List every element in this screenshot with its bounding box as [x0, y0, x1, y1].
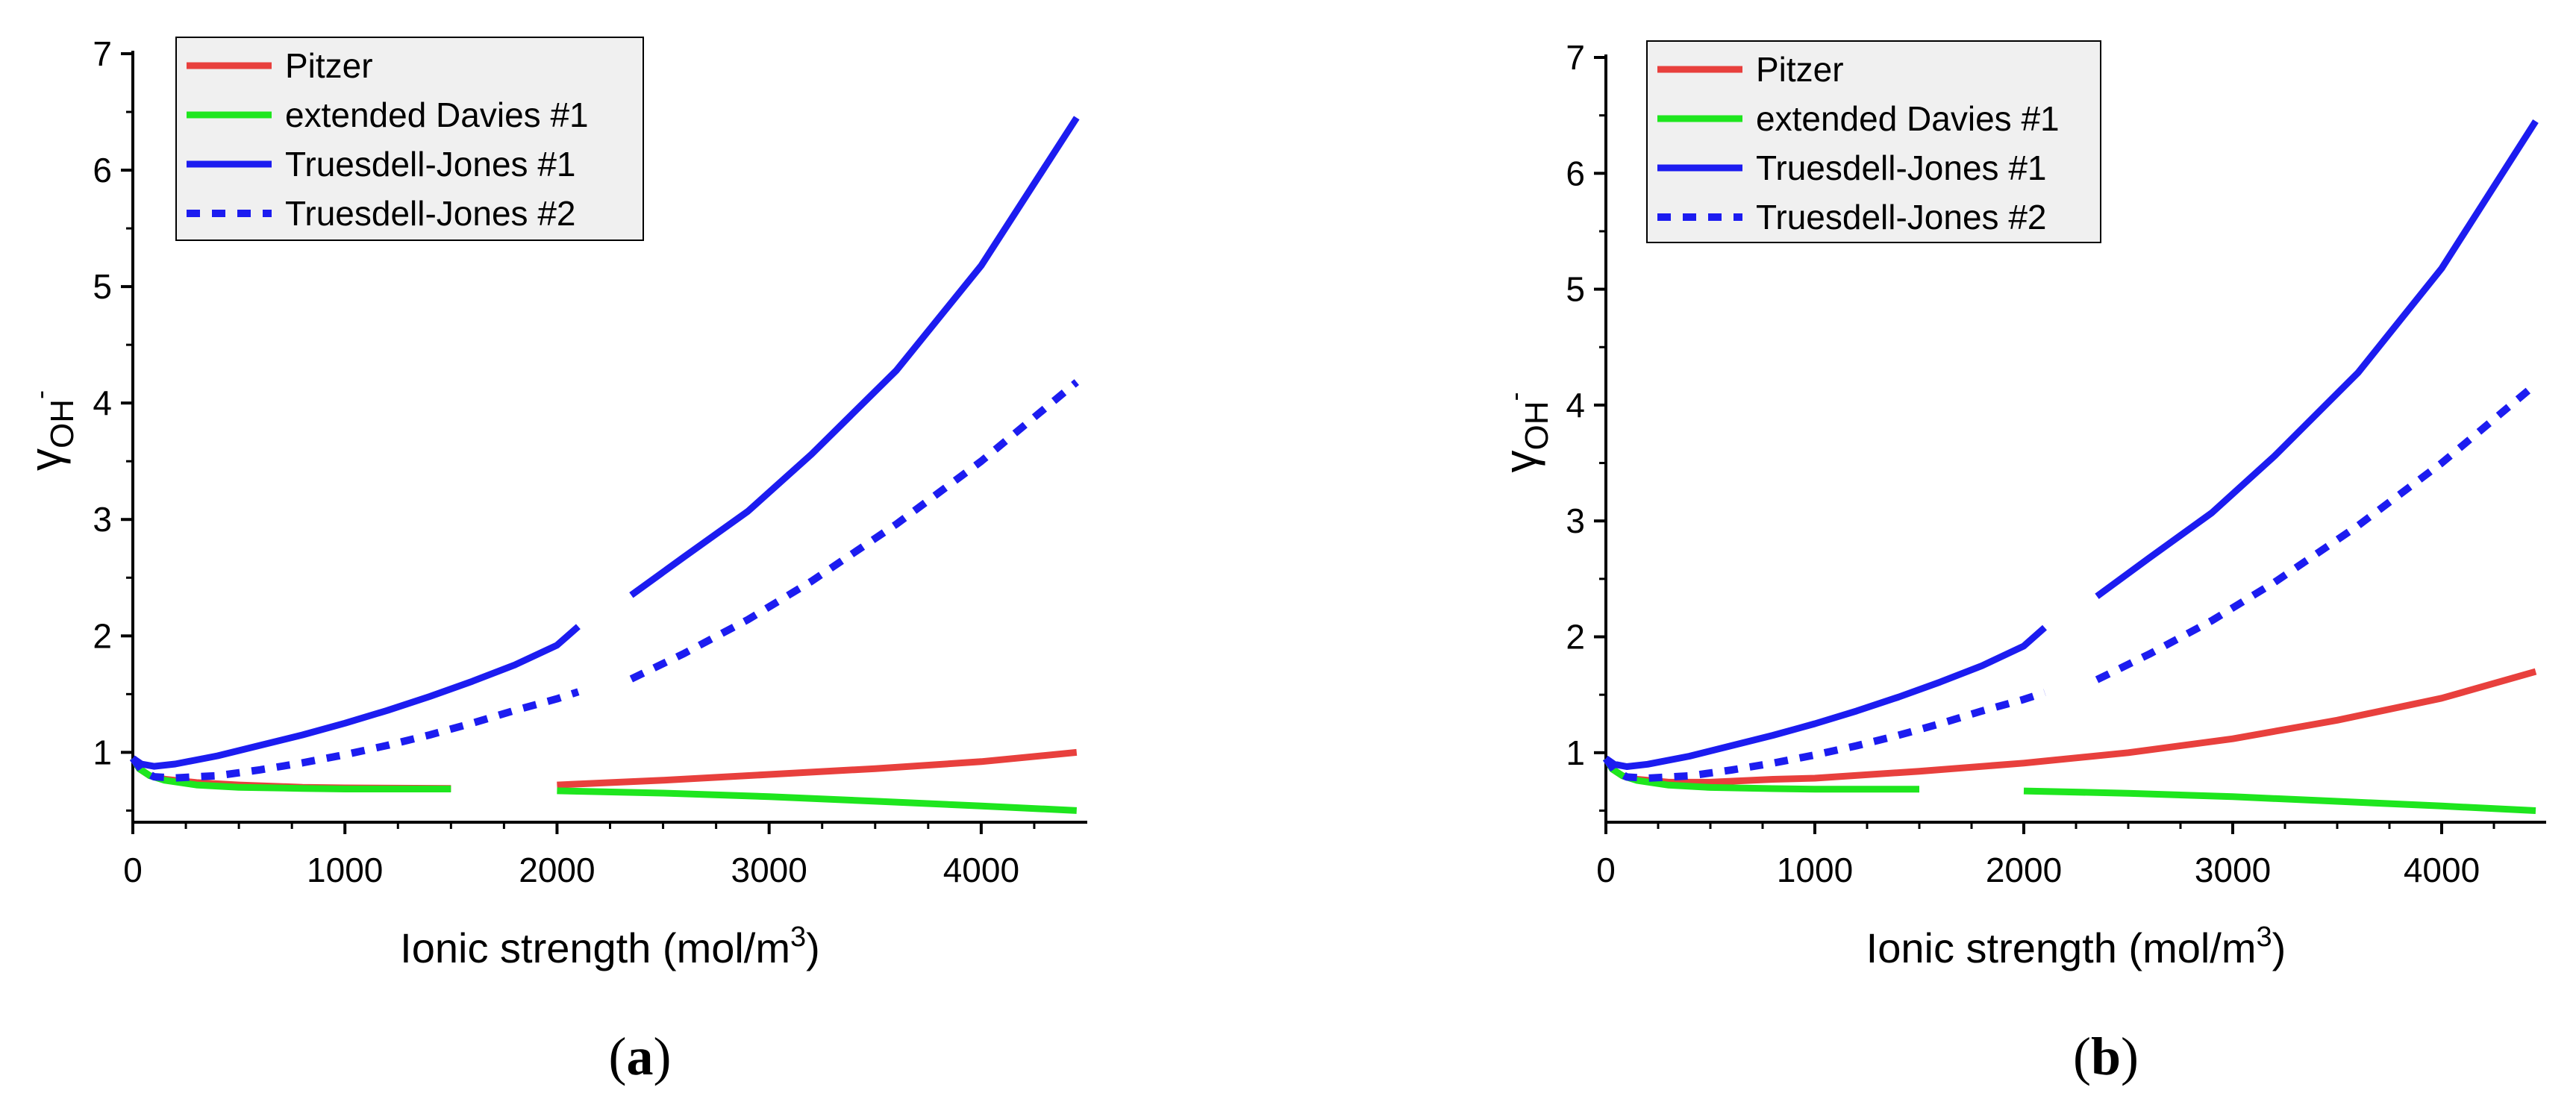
legend: Pitzer extended Davies #1 Truesdell-Jones …: [1646, 40, 2101, 243]
series-line-truesdell-jones-2: [129, 688, 580, 782]
y-tick-label: 2: [1566, 618, 1585, 657]
legend-box: [1646, 40, 2101, 243]
series-line-extended-davies-1: [1603, 757, 1919, 793]
chart-panel-a: 1 2 3 4 5 6 7 0 1000 2000 3000 4000 Pitzer extended D…: [21, 34, 1087, 1086]
series-line-extended-davies-1: [130, 756, 451, 792]
x-tick-label: 4000: [2404, 851, 2480, 889]
legend-label: Truesdell-Jones #2: [285, 194, 576, 233]
y-tick-label: 7: [1566, 38, 1585, 77]
legend-label: extended Davies #1: [1756, 99, 2060, 138]
series-line-pitzer: [557, 748, 1078, 789]
legend-label: Truesdell-Jones #1: [1756, 148, 2047, 187]
y-tick-label: 3: [93, 500, 112, 539]
legend-label: Truesdell-Jones #2: [1756, 198, 2047, 237]
y-tick-label: 5: [93, 267, 112, 306]
series-line-extended-davies-1: [2023, 787, 2536, 814]
x-tick-label: 3000: [731, 851, 807, 889]
x-tick-label: 4000: [943, 851, 1019, 889]
y-tick-label: 1: [1566, 733, 1585, 772]
series-line-truesdell-jones-2: [2095, 381, 2539, 683]
y-tick-label: 1: [93, 733, 112, 771]
x-tick-label: 3000: [2195, 851, 2271, 889]
y-tick-label: 6: [93, 151, 112, 190]
series-line-truesdell-jones-2: [1602, 689, 2046, 782]
legend-label: Truesdell-Jones #1: [285, 145, 576, 184]
y-tick-label: 6: [1566, 154, 1585, 192]
x-tick-label: 0: [1596, 851, 1616, 889]
y-axis-title: γOH-: [1495, 392, 1555, 473]
y-tick-label: 7: [93, 34, 112, 73]
y-tick-label: 5: [1566, 270, 1585, 309]
y-tick-label: 4: [1566, 386, 1585, 425]
x-tick-label: 2000: [519, 851, 595, 889]
series-line-truesdell-jones-1: [629, 116, 1080, 598]
x-axis-title: Ionic strength (mol/m3): [400, 921, 820, 971]
x-tick-label: 2000: [1986, 851, 2062, 889]
panel-label: (a): [609, 1027, 672, 1086]
chart-panel-b: 1 2 3 4 5 6 7 0 1000 2000 3000 4000 Pitzer extended D…: [1495, 38, 2546, 1086]
series-line-truesdell-jones-1: [131, 624, 581, 770]
y-axis-title: γOH-: [21, 390, 81, 471]
y-tick-label: 3: [1566, 501, 1585, 540]
legend-label: Pitzer: [1756, 50, 1844, 89]
series-line-truesdell-jones-2: [629, 379, 1079, 683]
legend-box: [175, 37, 644, 241]
x-tick-label: 0: [123, 851, 143, 889]
x-tick-label: 1000: [307, 851, 383, 889]
legend: Pitzer extended Davies #1 Truesdell-Jones …: [175, 37, 644, 241]
legend-label: Pitzer: [285, 46, 373, 85]
series-line-pitzer: [1603, 668, 2537, 786]
legend-label: extended Davies #1: [285, 96, 589, 134]
series-line-extended-davies-1: [557, 787, 1078, 814]
panel-label: (b): [2073, 1027, 2139, 1086]
series-line-truesdell-jones-1: [1604, 624, 2047, 770]
y-tick-label: 2: [93, 616, 112, 655]
series-line-truesdell-jones-1: [2095, 119, 2539, 599]
y-tick-label: 4: [93, 383, 112, 422]
x-axis-title: Ionic strength (mol/m3): [1866, 921, 2286, 971]
x-tick-label: 1000: [1777, 851, 1853, 889]
